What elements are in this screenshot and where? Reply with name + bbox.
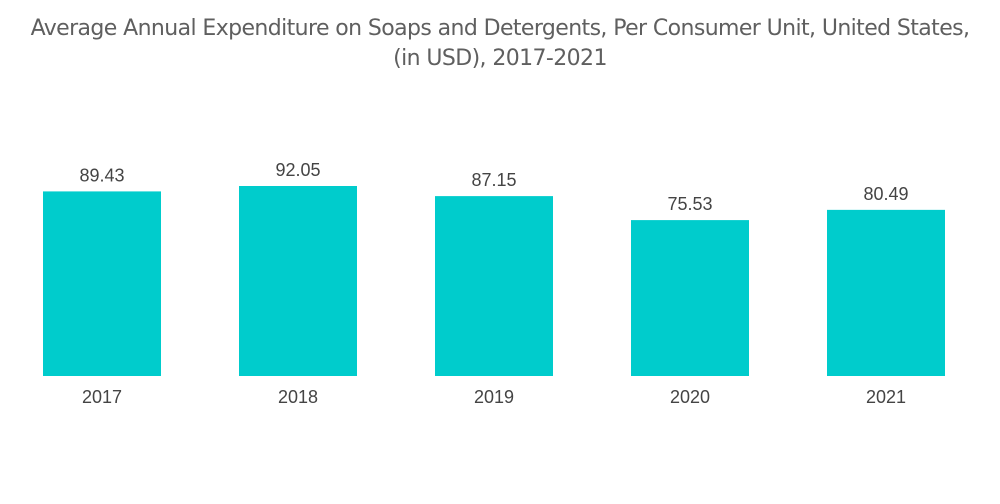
x-tick-label-2020: 2020: [670, 387, 710, 407]
bar-group-2020: 75.53 2020: [631, 194, 749, 407]
data-label-2021: 80.49: [863, 184, 908, 204]
x-tick-label-2019: 2019: [474, 387, 514, 407]
bar-2018: [239, 186, 357, 376]
bar-group-2018: 92.05 2018: [239, 160, 357, 407]
data-label-2020: 75.53: [667, 194, 712, 214]
data-label-2017: 89.43: [79, 165, 124, 185]
bar-2020: [631, 220, 749, 376]
bar-group-2021: 80.49 2021: [827, 184, 945, 407]
chart-title-line-1: Average Annual Expenditure on Soaps and …: [30, 16, 970, 41]
data-label-2018: 92.05: [275, 160, 320, 180]
chart-title-line-2: (in USD), 2017-2021: [393, 46, 607, 71]
bar-group-2017: 89.43 2017: [43, 165, 161, 407]
x-tick-label-2021: 2021: [866, 387, 906, 407]
data-label-2019: 87.15: [471, 170, 516, 190]
bar-2021: [827, 209, 945, 376]
x-tick-label-2017: 2017: [82, 387, 122, 407]
bar-group-2019: 87.15 2019: [435, 170, 553, 407]
bar-2017: [43, 191, 161, 376]
x-tick-label-2018: 2018: [278, 387, 318, 407]
bar-2019: [435, 196, 553, 376]
chart-title: Average Annual Expenditure on Soaps and …: [0, 14, 1000, 74]
